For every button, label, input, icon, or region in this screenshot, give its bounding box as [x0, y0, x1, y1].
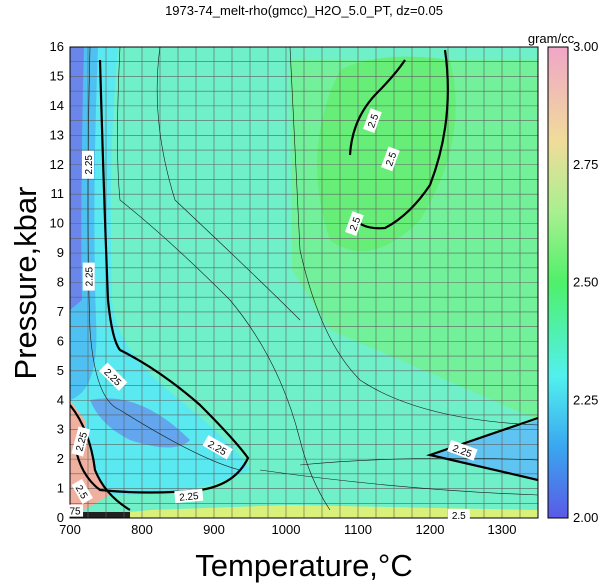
colorbar — [547, 46, 569, 519]
contour-label: 2.25 — [82, 262, 96, 291]
x-tick-label: 1300 — [488, 522, 517, 537]
y-tick-label: 1 — [57, 481, 64, 496]
thin-contours — [87, 47, 538, 511]
svg-text:2.5: 2.5 — [452, 511, 466, 522]
colorbar-tick-labels: 2.00 2.25 2.50 2.75 3.00 — [573, 39, 598, 525]
plot-frame — [69, 46, 539, 519]
chart-title: 1973-74_melt-rho(gmcc)_H2O_5.0_PT, dz=0.… — [165, 3, 443, 18]
x-tick-label: 1200 — [416, 522, 445, 537]
contour-label: 2.5 — [344, 211, 364, 237]
y-tick-label: 12 — [50, 157, 64, 172]
svg-text:75: 75 — [69, 507, 81, 518]
y-tick-label: 3 — [57, 422, 64, 437]
x-tick-label: 900 — [203, 522, 225, 537]
y-tick-label: 9 — [57, 245, 64, 260]
svg-text:2.25: 2.25 — [74, 431, 90, 453]
colorbar-unit: gram/cc — [528, 31, 575, 46]
x-tick-labels: 700 800 900 1000 1100 1200 1300 — [59, 522, 516, 537]
contour-label: 2.25 — [174, 488, 204, 504]
contour-label: 2.5 — [362, 108, 382, 133]
x-tick-label: 1100 — [344, 522, 372, 537]
contour-label: 2.25 — [71, 426, 91, 457]
svg-text:2.25: 2.25 — [179, 491, 200, 504]
y-tick-label: 14 — [50, 98, 64, 113]
colorbar-tick-label: 2.00 — [573, 510, 598, 525]
y-tick-label: 0 — [57, 510, 64, 525]
y-tick-label: 4 — [57, 392, 64, 407]
contour-label: 2.5 — [447, 509, 470, 522]
y-tick-label: 10 — [50, 216, 64, 231]
colorbar-tick-label: 2.50 — [573, 275, 598, 290]
y-tick-label: 15 — [50, 68, 64, 83]
y-tick-label: 7 — [57, 304, 64, 319]
y-tick-label: 13 — [50, 127, 64, 142]
svg-text:2.5: 2.5 — [348, 215, 363, 232]
x-tick-label: 700 — [59, 522, 81, 537]
y-axis-label: Pressure,kbar — [8, 187, 43, 380]
x-tick-label: 1000 — [272, 522, 301, 537]
y-tick-label: 16 — [50, 39, 64, 54]
contour-label: 2.25 — [82, 150, 95, 179]
svg-text:2.25: 2.25 — [85, 266, 96, 286]
y-tick-label: 5 — [57, 363, 64, 378]
y-tick-label: 2 — [57, 451, 64, 466]
colorbar-tick-label: 2.25 — [573, 392, 598, 407]
y-tick-label: 8 — [57, 275, 64, 290]
x-tick-label: 800 — [131, 522, 153, 537]
x-axis-label: Temperature,°C — [195, 548, 412, 583]
contour-lines — [70, 49, 538, 511]
svg-text:2.25: 2.25 — [84, 155, 95, 175]
colorbar-tick-label: 3.00 — [573, 39, 598, 54]
svg-text:2.5: 2.5 — [366, 112, 381, 129]
svg-text:2.5: 2.5 — [384, 151, 399, 168]
contour-label: 75 — [67, 504, 84, 518]
y-tick-label: 6 — [57, 333, 64, 348]
y-tick-label: 11 — [51, 186, 65, 201]
contour-label: 2.5 — [380, 146, 400, 172]
colorbar-tick-label: 2.75 — [573, 157, 598, 172]
